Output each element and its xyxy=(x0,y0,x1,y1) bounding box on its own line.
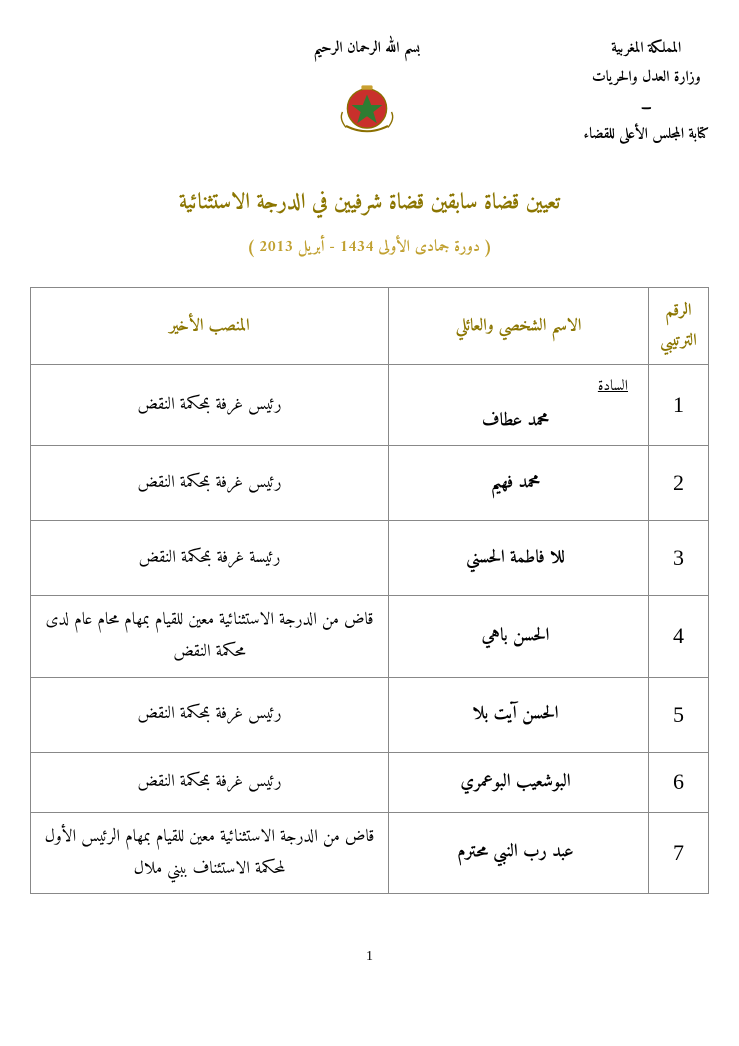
row-number: 5 xyxy=(649,677,709,752)
header-authority-block: المملكة المغربية وزارة العدل والحريات ــ… xyxy=(584,35,709,149)
column-header-name: الاسم الشخصي والعائلي xyxy=(389,288,649,365)
row-position: رئيس غرفة بمحكمة النقض xyxy=(31,677,389,752)
row-name: عبد رب النبي محترم xyxy=(389,812,649,894)
table-row: 4 الحسن باهيقاض من الدرجة الاستثنائية معي… xyxy=(31,596,709,678)
row-name: محمد فهيم xyxy=(389,446,649,521)
document-title: تعيين قضاة سابقين قضاة شرفيين في الدرجة … xyxy=(30,183,709,222)
person-name: محمد عطاف xyxy=(395,406,636,437)
sada-label: السادة xyxy=(395,373,636,400)
table-row: 5 الحسن آيت بلارئيس غرفة بمحكمة النقض xyxy=(31,677,709,752)
row-position: رئيس غرفة بمحكمة النقض xyxy=(31,752,389,812)
table-row: 2 محمد فهيمرئيس غرفة بمحكمة النقض xyxy=(31,446,709,521)
table-row: 3 للا فاطمة الحسنيرئيسة غرفة بمحكمة النقض xyxy=(31,521,709,596)
person-name: محمد فهيم xyxy=(395,468,636,499)
person-name: الحسن آيت بلا xyxy=(395,699,636,730)
bismillah-text: بسم الله الرحمان الرحيم xyxy=(314,35,421,62)
morocco-emblem-icon xyxy=(332,77,402,147)
person-name: الحسن باهي xyxy=(395,621,636,652)
ministry-name: وزارة العدل والحريات xyxy=(584,64,709,93)
page-number: 1 xyxy=(30,949,709,965)
table-row: 1 السادة محمد عطافرئيس غرفة بمحكمة النقض xyxy=(31,365,709,446)
row-position: قاض من الدرجة الاستثنائية معين للقيام بم… xyxy=(31,596,389,678)
table-row: 6 البوشعيب البوعمريرئيس غرفة بمحكمة النقض xyxy=(31,752,709,812)
row-number: 1 xyxy=(649,365,709,446)
office-name: كتابة المجلس الأعلى للقضاء xyxy=(584,121,709,150)
table-header-row: الرقم الترتيبي الاسم الشخصي والعائلي الم… xyxy=(31,288,709,365)
header-center-block: بسم الله الرحمان الرحيم xyxy=(314,35,421,158)
appointments-table: الرقم الترتيبي الاسم الشخصي والعائلي الم… xyxy=(30,287,709,894)
row-number: 3 xyxy=(649,521,709,596)
row-name: البوشعيب البوعمري xyxy=(389,752,649,812)
row-position: رئيس غرفة بمحكمة النقض xyxy=(31,365,389,446)
row-position: رئيس غرفة بمحكمة النقض xyxy=(31,446,389,521)
row-number: 2 xyxy=(649,446,709,521)
country-name: المملكة المغربية xyxy=(584,35,709,64)
row-number: 4 xyxy=(649,596,709,678)
separator: ـــ xyxy=(584,92,709,121)
row-name: للا فاطمة الحسني xyxy=(389,521,649,596)
person-name: للا فاطمة الحسني xyxy=(395,543,636,574)
row-name: الحسن باهي xyxy=(389,596,649,678)
column-header-position: المنصب الأخير xyxy=(31,288,389,365)
person-name: البوشعيب البوعمري xyxy=(395,767,636,798)
row-name: السادة محمد عطاف xyxy=(389,365,649,446)
column-header-number: الرقم الترتيبي xyxy=(649,288,709,365)
document-header: المملكة المغربية وزارة العدل والحريات ــ… xyxy=(30,35,709,158)
table-row: 7 عبد رب النبي محترمقاض من الدرجة الاستثن… xyxy=(31,812,709,894)
document-subtitle: ( دورة جمادى الأولى 1434 - أبريل 2013 ) xyxy=(30,234,709,262)
row-number: 7 xyxy=(649,812,709,894)
row-name: الحسن آيت بلا xyxy=(389,677,649,752)
row-number: 6 xyxy=(649,752,709,812)
row-position: قاض من الدرجة الاستثنائية معين للقيام بم… xyxy=(31,812,389,894)
row-position: رئيسة غرفة بمحكمة النقض xyxy=(31,521,389,596)
person-name: عبد رب النبي محترم xyxy=(395,837,636,868)
